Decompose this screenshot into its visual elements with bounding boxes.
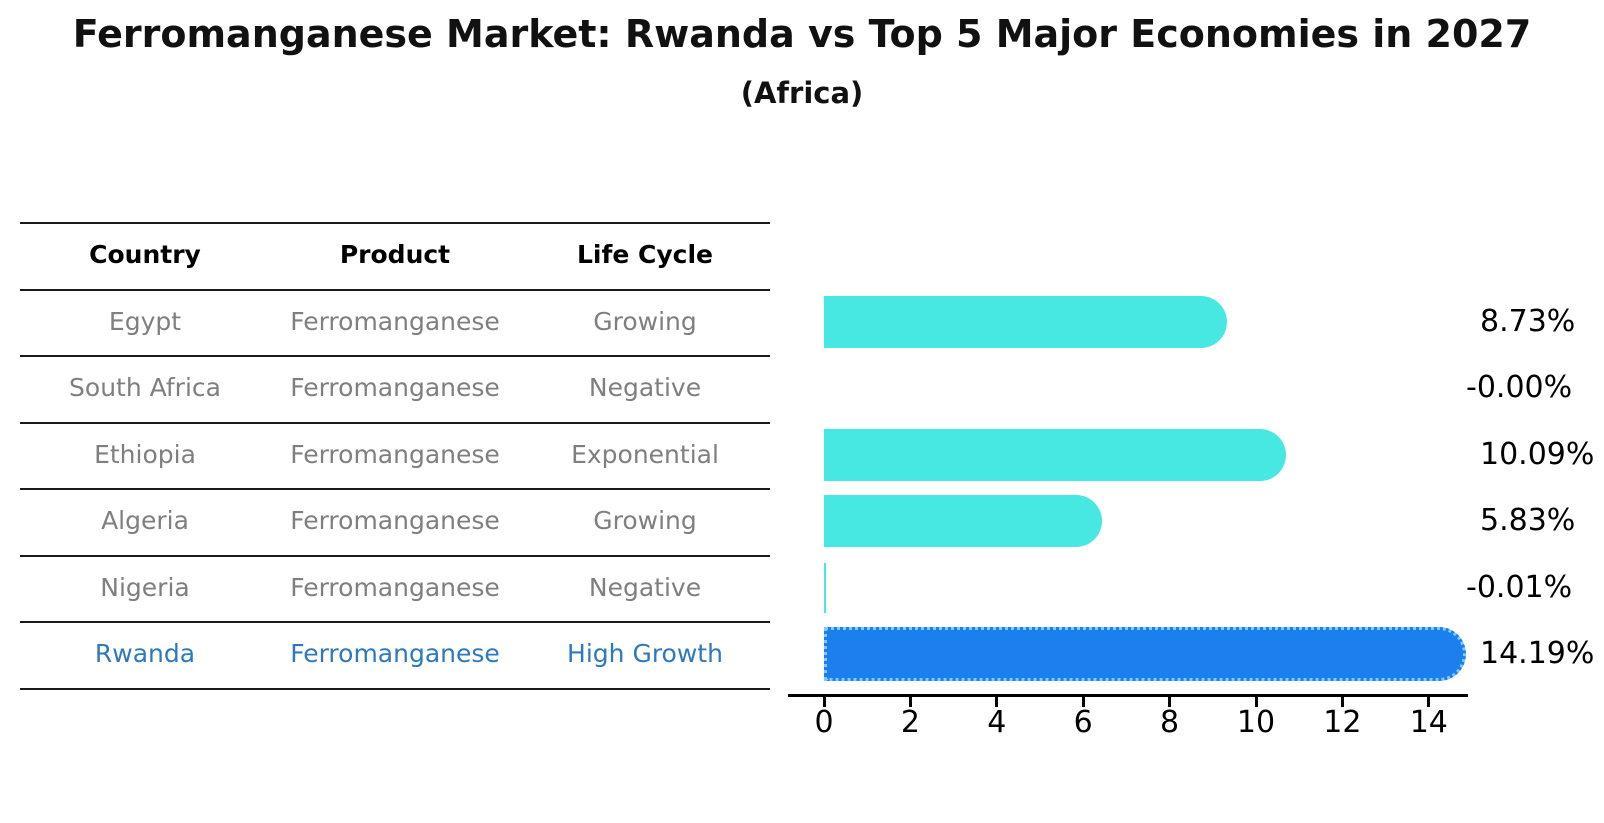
bar-rwanda — [824, 627, 1466, 682]
table-cell-country: Ethiopia — [94, 439, 196, 469]
table-cell-life-cycle: High Growth — [567, 639, 723, 669]
table-cell-country: Egypt — [108, 306, 182, 336]
table-cell-country: Algeria — [101, 506, 189, 536]
table-cell-life-cycle: Growing — [593, 506, 697, 536]
table-row-rule — [20, 554, 770, 557]
table-cell-product: Ferromanganese — [290, 439, 500, 469]
x-tick-mark — [1254, 696, 1258, 707]
table-cell-product: Ferromanganese — [290, 373, 500, 403]
x-axis-line — [788, 694, 1468, 697]
value-label-algeria: 5.83% — [1480, 503, 1576, 539]
column-header-life-cycle: Life Cycle — [576, 240, 714, 269]
x-tick-label: 6 — [1073, 705, 1093, 740]
table-row-rule — [20, 488, 770, 490]
table-cell-country: Nigeria — [100, 572, 190, 602]
table-cell-product: Ferromanganese — [290, 572, 500, 602]
table-cell-product: Ferromanganese — [290, 506, 500, 536]
table-cell-life-cycle: Growing — [593, 306, 697, 336]
table-cell-product: Ferromanganese — [290, 639, 500, 669]
table-cell-life-cycle: Negative — [588, 572, 702, 602]
value-label-ethiopia: 10.09% — [1480, 436, 1595, 472]
bar-ethiopia — [824, 428, 1286, 481]
x-tick-mark — [908, 696, 912, 707]
x-tick-mark — [1427, 696, 1431, 707]
table-top-rule — [20, 222, 770, 224]
x-tick-mark — [1081, 696, 1085, 707]
x-tick-mark — [995, 696, 999, 707]
table-cell-life-cycle: Negative — [588, 373, 702, 403]
x-tick-label: 14 — [1409, 705, 1448, 740]
table-row-rule — [20, 621, 770, 623]
column-header-country: Country — [89, 240, 201, 269]
table-cell-country: South Africa — [69, 373, 221, 403]
x-tick-label: 0 — [814, 705, 834, 740]
x-tick-label: 8 — [1160, 705, 1180, 740]
chart-subtitle: (Africa) — [740, 76, 864, 110]
x-tick-label: 2 — [900, 705, 920, 740]
table-row-rule — [20, 355, 770, 357]
value-label-egypt: 8.73% — [1480, 303, 1576, 339]
table-cell-life-cycle: Exponential — [571, 439, 719, 469]
table-cell-country: Rwanda — [94, 639, 196, 669]
table-row-rule — [20, 421, 770, 424]
chart-title: Ferromanganese Market: Rwanda vs Top 5 M… — [72, 12, 1532, 56]
table-row-rule — [20, 687, 770, 690]
table-row-rule — [20, 288, 770, 291]
bar-egypt — [824, 295, 1228, 348]
table-cell-product: Ferromanganese — [290, 306, 500, 336]
x-tick-label: 12 — [1323, 705, 1362, 740]
x-tick-mark — [1340, 696, 1344, 707]
column-header-product: Product — [339, 240, 451, 269]
bar-nigeria — [824, 562, 826, 613]
bar-algeria — [824, 495, 1102, 548]
x-tick-label: 4 — [987, 705, 1007, 740]
x-tick-label: 10 — [1236, 705, 1276, 740]
value-label-rwanda: 14.19% — [1480, 636, 1595, 672]
value-label-nigeria: -0.01% — [1466, 569, 1573, 605]
x-tick-mark — [1168, 696, 1172, 707]
x-tick-mark — [822, 696, 826, 707]
value-label-south-africa: -0.00% — [1466, 370, 1573, 406]
